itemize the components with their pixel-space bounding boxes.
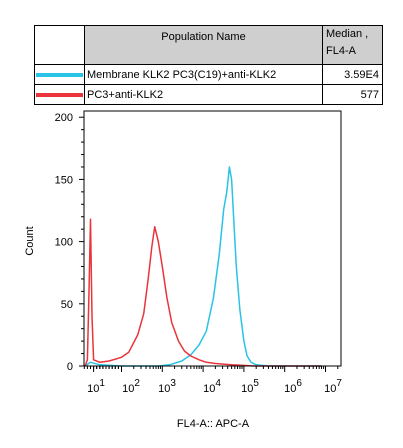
x-axis-label: FL4-A:: APC-A — [177, 418, 250, 430]
x-tick-label: 104 — [203, 378, 221, 395]
legend-header-median: Median , FL4-A — [322, 25, 383, 65]
legend-row: Membrane KLK2 PC3(C19)+anti-KLK2 3.59E4 — [34, 64, 383, 85]
legend-row: PC3+anti-KLK2 577 — [34, 84, 383, 105]
plot-frame — [83, 110, 342, 367]
legend-series-name: Membrane KLK2 PC3(C19)+anti-KLK2 — [84, 64, 323, 85]
y-tick-label: 50 — [61, 299, 73, 311]
series-layer — [84, 166, 322, 367]
legend-header-blank — [34, 25, 85, 65]
legend-swatch-cell — [34, 84, 85, 105]
y-tick-label: 100 — [55, 237, 73, 249]
series-line-pc3-anti-klk2 — [84, 218, 322, 367]
x-tick-label: 102 — [122, 378, 140, 395]
legend-median-value: 577 — [322, 84, 383, 105]
x-tick-label: 103 — [158, 378, 176, 395]
y-tick-label: 150 — [55, 174, 73, 186]
axes-layer: 0 50 100 150 200 101 102 103 104 105 106 107 — [55, 112, 343, 395]
y-tick-label: 200 — [55, 112, 73, 124]
y-tick-label: 0 — [67, 361, 73, 373]
series-line-membrane-klk2 — [84, 166, 322, 367]
x-tick-label: 106 — [284, 378, 302, 395]
legend-swatch-red — [36, 92, 83, 97]
x-tick-label: 105 — [241, 378, 259, 395]
legend-series-name: PC3+anti-KLK2 — [84, 84, 323, 105]
y-axis-label: Count — [24, 226, 36, 255]
x-tick-label: 107 — [324, 378, 342, 395]
legend-table: Population Name Median , FL4-A Membrane … — [34, 25, 383, 105]
legend-header-population: Population Name — [84, 25, 323, 65]
x-tick-label: 101 — [87, 378, 105, 395]
legend-swatch-cyan — [36, 72, 83, 77]
